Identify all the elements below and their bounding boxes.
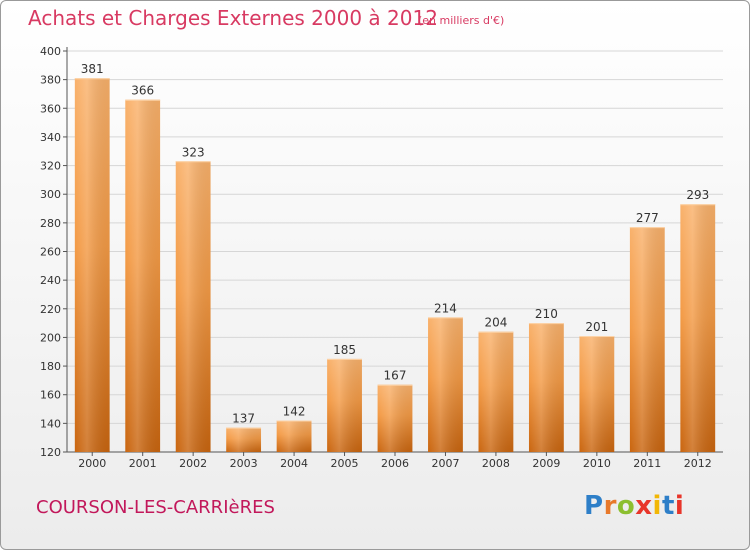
bar-shine-2011 bbox=[629, 227, 665, 452]
logo-letter: i bbox=[652, 491, 662, 521]
x-tick-label-2005: 2005 bbox=[331, 457, 359, 470]
y-tick-label: 180 bbox=[40, 360, 61, 373]
y-tick-label: 140 bbox=[40, 417, 61, 430]
value-label-2008: 204 bbox=[484, 316, 507, 330]
value-label-2007: 214 bbox=[434, 301, 457, 315]
chart-title: Achats et Charges Externes 2000 à 2012 bbox=[28, 6, 438, 30]
bar-shine-2001 bbox=[125, 99, 161, 452]
bar-shine-2004 bbox=[276, 420, 312, 452]
unit-note: (en milliers d'€) bbox=[418, 14, 505, 27]
x-tick-label-2003: 2003 bbox=[230, 457, 258, 470]
logo-letter: P bbox=[584, 491, 604, 521]
value-label-2005: 185 bbox=[333, 343, 356, 357]
bar-shine-2007 bbox=[428, 317, 463, 452]
y-tick-label: 220 bbox=[40, 303, 61, 316]
x-tick-label-2012: 2012 bbox=[684, 457, 712, 470]
value-label-2012: 293 bbox=[686, 188, 709, 202]
x-tick-label-2004: 2004 bbox=[280, 457, 308, 470]
x-tick-label-2001: 2001 bbox=[129, 457, 157, 470]
logo-letter: o bbox=[616, 491, 636, 521]
value-label-2001: 366 bbox=[131, 84, 154, 98]
y-tick-label: 360 bbox=[40, 102, 61, 115]
bar-shine-2006 bbox=[377, 384, 413, 452]
value-label-2010: 201 bbox=[585, 320, 608, 334]
proxiti-logo: Proxiti bbox=[584, 491, 684, 521]
y-tick-label: 340 bbox=[40, 131, 61, 144]
value-label-2004: 142 bbox=[283, 404, 306, 418]
x-tick-label-2006: 2006 bbox=[381, 457, 409, 470]
bar-shine-2003 bbox=[226, 427, 262, 452]
bar-shine-2000 bbox=[74, 78, 110, 452]
commune-name: COURSON-LES-CARRIèRES bbox=[36, 497, 275, 518]
labels: 381 2000 366 2001 323 2002 137 2003 142 2004 185 20… bbox=[78, 62, 712, 470]
logo-letter: t bbox=[661, 491, 675, 521]
y-tick-label: 260 bbox=[40, 246, 61, 259]
logo-letter: i bbox=[674, 491, 685, 521]
bar-shine-2002 bbox=[175, 161, 211, 452]
logo-letter: r bbox=[603, 491, 617, 521]
value-label-2011: 277 bbox=[636, 211, 659, 225]
value-label-2000: 381 bbox=[81, 62, 104, 76]
y-tick-label: 120 bbox=[40, 446, 61, 459]
x-tick-label-2011: 2011 bbox=[633, 457, 661, 470]
bar-shine-2008 bbox=[478, 331, 514, 452]
value-label-2009: 210 bbox=[535, 307, 558, 321]
bars bbox=[74, 78, 716, 452]
value-label-2006: 167 bbox=[384, 369, 407, 383]
x-tick-label-2010: 2010 bbox=[583, 457, 611, 470]
x-tick-label-2007: 2007 bbox=[431, 457, 459, 470]
y-tick-label: 240 bbox=[40, 274, 61, 287]
logo-letter: x bbox=[635, 491, 653, 521]
y-tick-label: 380 bbox=[40, 74, 61, 87]
x-tick-label-2000: 2000 bbox=[78, 457, 106, 470]
y-tick-label: 200 bbox=[40, 331, 61, 344]
value-label-2002: 323 bbox=[182, 145, 205, 159]
bar-shine-2010 bbox=[579, 335, 615, 452]
y-tick-label: 400 bbox=[40, 45, 61, 58]
y-tick-label: 320 bbox=[40, 160, 61, 173]
y-tick-label: 280 bbox=[40, 217, 61, 230]
bar-shine-2012 bbox=[680, 204, 716, 452]
value-label-2003: 137 bbox=[232, 412, 255, 426]
y-tick-label: 160 bbox=[40, 389, 61, 402]
y-tick-label: 300 bbox=[40, 188, 61, 201]
x-tick-label-2009: 2009 bbox=[532, 457, 560, 470]
x-tick-label-2002: 2002 bbox=[179, 457, 207, 470]
grid-lines bbox=[67, 50, 723, 424]
bar-shine-2005 bbox=[327, 358, 362, 452]
bar-shine-2009 bbox=[528, 323, 564, 452]
x-tick-label-2008: 2008 bbox=[482, 457, 510, 470]
